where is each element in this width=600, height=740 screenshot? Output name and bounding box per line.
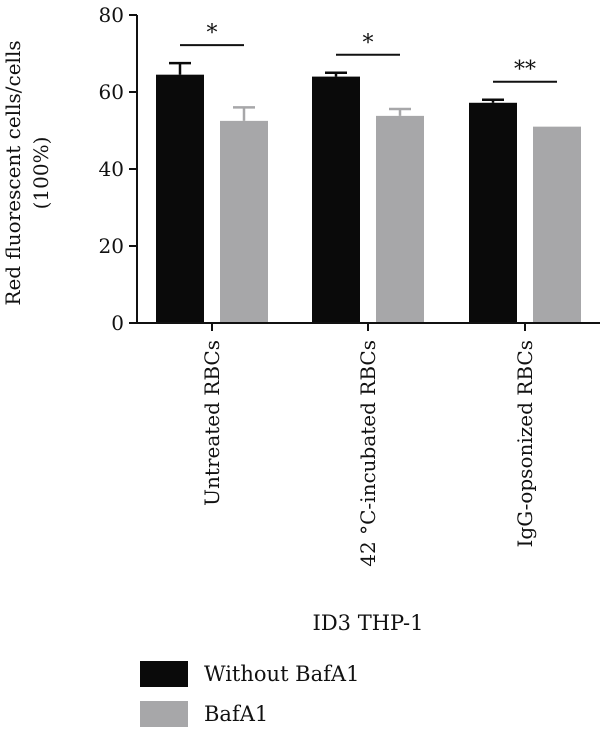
bar-without-bafa1	[469, 102, 517, 323]
significance-markers: * ***	[180, 21, 557, 83]
x-axis-title: ID3 THP-1	[313, 611, 424, 635]
y-tick-label: 80	[99, 3, 124, 27]
x-tick-label: 42 °C-incubated RBCs	[356, 340, 380, 567]
bar-without-bafa1	[156, 74, 204, 323]
legend-label-without-bafa1: Without BafA1	[204, 662, 360, 686]
y-tick-label: 40	[99, 157, 124, 181]
bar-without-bafa1	[312, 76, 360, 323]
legend-swatch-without-bafa1	[140, 661, 188, 687]
significance-label: *	[363, 31, 374, 56]
significance-label: **	[514, 58, 536, 83]
significance-label: *	[207, 21, 218, 46]
y-tick-label: 20	[99, 234, 124, 258]
legend-item-without-bafa1: Without BafA1	[140, 660, 359, 688]
legend-item-bafa1: BafA1	[140, 700, 359, 728]
y-tick-label: 60	[99, 80, 124, 104]
x-tick-label: Untreated RBCs	[200, 340, 224, 506]
bar-bafa1	[533, 126, 581, 324]
error-bars	[169, 61, 504, 121]
legend-label-bafa1: BafA1	[204, 702, 269, 726]
legend: Without BafA1 BafA1	[140, 660, 359, 740]
bars	[156, 74, 581, 324]
y-axis-label-line1: Red fluorescent cells/cells	[1, 40, 25, 305]
legend-swatch-bafa1	[140, 701, 188, 727]
y-axis-label-line2: (100%)	[29, 137, 53, 210]
bar-bafa1	[220, 120, 268, 323]
x-tick-label: IgG-opsonized RBCs	[513, 340, 537, 547]
y-axis: 0 20 40 60 80	[99, 3, 138, 335]
x-axis: Untreated RBCs 42 °C-incubated RBCs IgG-op…	[137, 322, 600, 567]
bar-bafa1	[376, 115, 424, 324]
y-tick-label: 0	[111, 311, 124, 335]
